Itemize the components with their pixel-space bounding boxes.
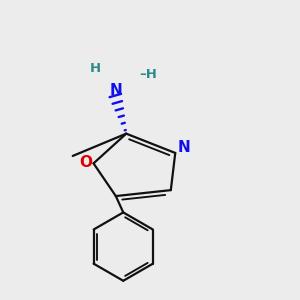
Text: H: H <box>89 62 100 75</box>
Text: –H: –H <box>140 68 158 81</box>
Text: N: N <box>177 140 190 155</box>
Text: N: N <box>110 83 122 98</box>
Text: O: O <box>79 155 92 170</box>
